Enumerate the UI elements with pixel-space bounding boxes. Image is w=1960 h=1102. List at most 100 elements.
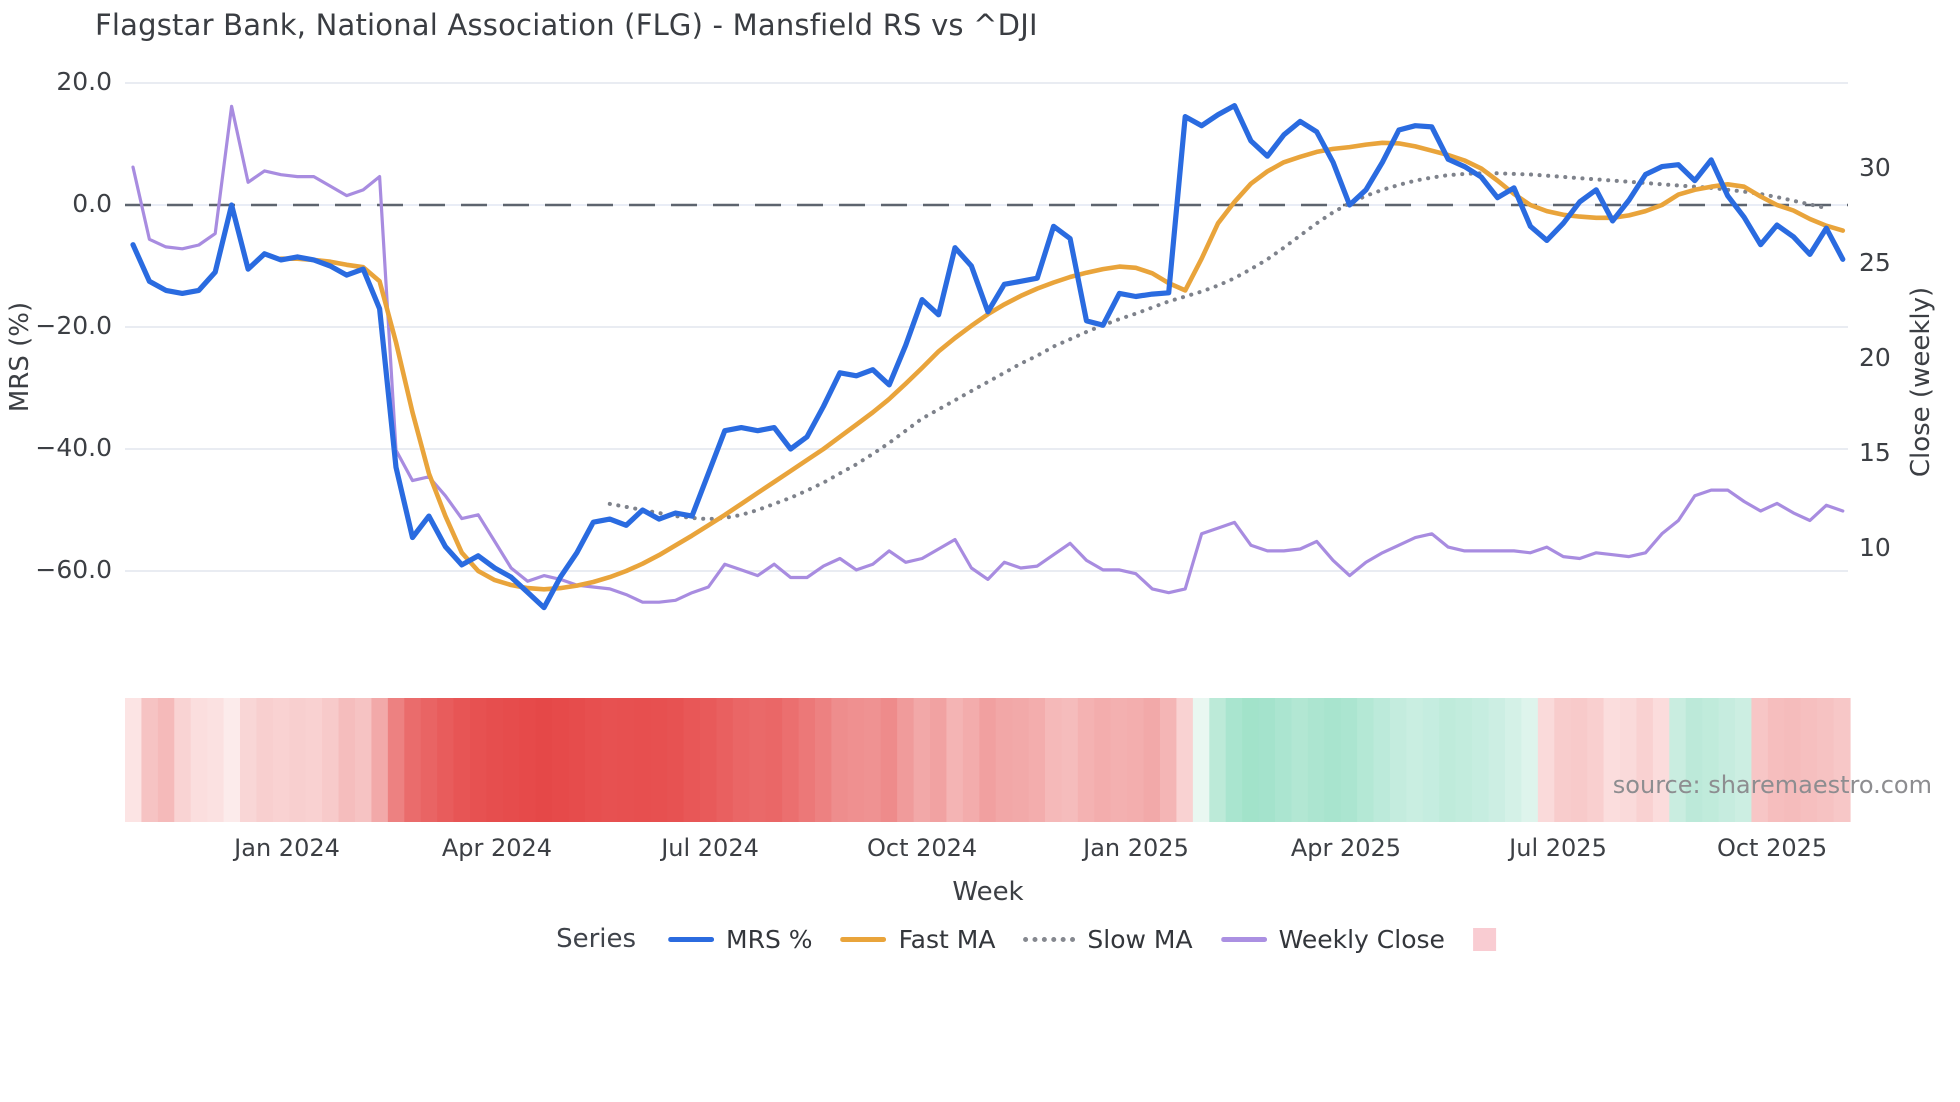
heatmap-cell xyxy=(568,698,586,822)
series-mrs--line xyxy=(130,103,1846,611)
legend-label: MRS % xyxy=(726,924,813,954)
heatmap-cell xyxy=(1685,698,1703,822)
heatmap-cell xyxy=(125,698,143,822)
heatmap-cell xyxy=(1127,698,1145,822)
heatmap-cell xyxy=(585,698,603,822)
left-tick-label: −60.0 xyxy=(35,555,112,584)
heatmap-cell xyxy=(404,698,422,822)
right-tick-label: 10 xyxy=(1859,533,1891,562)
heatmap-cell xyxy=(486,698,504,822)
heatmap-cell xyxy=(1735,698,1753,822)
x-tick-label: Oct 2024 xyxy=(867,834,978,862)
heatmap-cell xyxy=(322,698,340,822)
x-tick-label: Oct 2025 xyxy=(1716,834,1828,862)
heatmap-cell xyxy=(831,698,849,822)
series-slow-ma-line xyxy=(607,171,1829,522)
heatmap-cell xyxy=(387,698,405,822)
heatmap-cell xyxy=(371,698,389,822)
heatmap-cell xyxy=(1028,698,1046,822)
left-tick-label: 0.0 xyxy=(72,189,112,218)
legend-item: Slow MA xyxy=(1023,925,1193,954)
heatmap-cell xyxy=(1143,698,1161,822)
left-tick-label: −40.0 xyxy=(35,433,112,462)
heatmap-cell xyxy=(617,698,635,822)
heatmap-cell xyxy=(355,698,373,822)
heatmap-cell xyxy=(1570,698,1588,822)
heatmap-cell xyxy=(256,698,274,822)
heatmap-cell xyxy=(1702,698,1720,822)
heatmap-cell xyxy=(913,698,931,822)
page-title: Flagstar Bank, National Association (FLG… xyxy=(95,8,1038,42)
heatmap-cell xyxy=(338,698,356,822)
heatmap-cell xyxy=(1209,698,1227,822)
x-tick-label: Jul 2025 xyxy=(1509,834,1607,862)
heatmap-cell xyxy=(1406,698,1424,822)
x-tick-label: Apr 2024 xyxy=(441,834,553,862)
heatmap-cell xyxy=(634,698,652,822)
source-credit: source: sharemaestro.com xyxy=(1612,771,1932,799)
heatmap-cell xyxy=(1160,698,1178,822)
heatmap-cell xyxy=(716,698,734,822)
heatmap-cell xyxy=(1176,698,1194,822)
heatmap-cell xyxy=(1439,698,1457,822)
heatmap-cell xyxy=(1390,698,1408,822)
heatmap-cell xyxy=(1061,698,1079,822)
x-tick-label: Jul 2024 xyxy=(661,834,759,862)
heatmap-cell xyxy=(190,698,208,822)
heatmap-cell xyxy=(1652,698,1670,822)
heatmap-cell xyxy=(1505,698,1523,822)
legend-item: MRS % xyxy=(668,925,813,954)
x-tick-label: Jan 2025 xyxy=(1083,834,1189,862)
heatmap-cell xyxy=(880,698,898,822)
heatmap-cell xyxy=(1225,698,1243,822)
legend-title: Series xyxy=(556,924,637,954)
heatmap-cell xyxy=(782,698,800,822)
x-tick-label: Apr 2025 xyxy=(1290,834,1402,862)
heatmap-cell xyxy=(552,698,570,822)
heatmap-cell xyxy=(1242,698,1260,822)
heatmap-cell xyxy=(1045,698,1063,822)
legend-swatch-weekly-close xyxy=(1220,936,1267,942)
heatmap-cell xyxy=(1620,698,1638,822)
legend: Series MRS % Fast MA Slow MA Weekly Close xyxy=(556,924,1496,954)
left-tick-label: −20.0 xyxy=(35,311,112,340)
heatmap-cell xyxy=(1422,698,1440,822)
series-weekly-close-line xyxy=(131,104,1845,604)
heatmap-cell xyxy=(667,698,685,822)
heatmap-cell xyxy=(1258,698,1276,822)
heatmap-cell xyxy=(1784,698,1802,822)
heatmap-cell xyxy=(470,698,488,822)
heatmap-cell xyxy=(1324,698,1342,822)
heatmap-cell xyxy=(946,698,964,822)
heatmap-cell xyxy=(437,698,455,822)
heatmap-cell xyxy=(141,698,159,822)
heatmap-cell xyxy=(962,698,980,822)
right-axis-title: Close (weekly) xyxy=(1906,286,1936,478)
heatmap-cell xyxy=(207,698,225,822)
legend-label: Fast MA xyxy=(898,924,996,954)
x-tick-label: Jan 2024 xyxy=(234,834,340,862)
legend-swatch-slow-ma xyxy=(1023,936,1076,942)
heatmap-cell xyxy=(847,698,865,822)
heatmap-cell xyxy=(289,698,307,822)
heatmap-cell xyxy=(305,698,323,822)
heatmap-cell xyxy=(1718,698,1736,822)
heatmap-cell xyxy=(1192,698,1210,822)
heatmap-cell xyxy=(1800,698,1818,822)
right-tick-label: 30 xyxy=(1859,153,1891,182)
heatmap-cell xyxy=(1669,698,1687,822)
heatmap-cell xyxy=(1357,698,1375,822)
heatmap-cell xyxy=(1012,698,1030,822)
heatmap-cell xyxy=(502,698,520,822)
heatmap-cell xyxy=(1340,698,1358,822)
heatmap-cell xyxy=(1094,698,1112,822)
heatmap-cell xyxy=(1373,698,1391,822)
left-axis-title: MRS (%) xyxy=(5,301,35,413)
heatmap-cell xyxy=(1275,698,1293,822)
heatmap-cell xyxy=(1455,698,1473,822)
heatmap-cell xyxy=(897,698,915,822)
heatmap-cell xyxy=(815,698,833,822)
right-tick-label: 15 xyxy=(1859,438,1891,467)
heatmap-cell xyxy=(1291,698,1309,822)
